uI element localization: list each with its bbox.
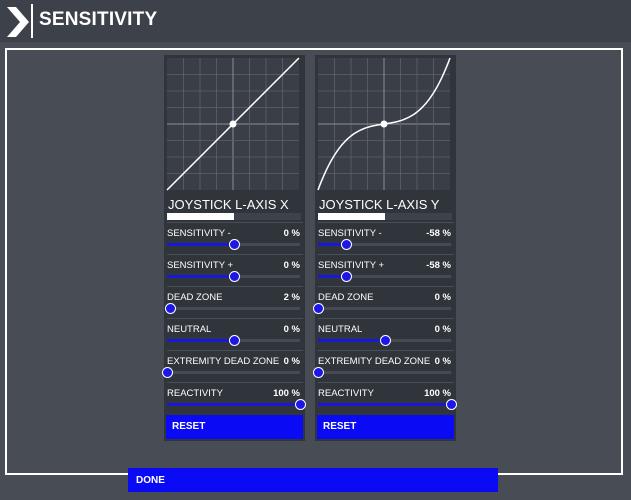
setting-slider[interactable] (313, 367, 451, 378)
setting-label: REACTIVITY (167, 388, 223, 399)
setting-value: -58 % (426, 260, 451, 271)
slider-fill (167, 243, 234, 246)
setting-label: NEUTRAL (167, 324, 212, 335)
slider-handle[interactable] (340, 271, 352, 282)
slider-handle[interactable] (313, 367, 324, 378)
setting-value: 0 % (434, 324, 451, 335)
axis-input-meter (167, 213, 301, 220)
panel-title: JOYSTICK L-AXIS X (168, 197, 289, 212)
setting-row-neutral: NEUTRAL 0 % (318, 318, 454, 351)
setting-label: REACTIVITY (318, 388, 374, 399)
setting-row-extremity-dead-zone: EXTREMITY DEAD ZONE 0 % (313, 350, 454, 383)
setting-label: NEUTRAL (318, 324, 363, 335)
slider-handle[interactable] (446, 399, 457, 410)
axis-input-meter-fill (318, 213, 385, 220)
slider-handle[interactable] (340, 239, 352, 250)
setting-row-dead-zone: DEAD ZONE 2 % (164, 286, 303, 319)
slider-fill (167, 339, 234, 342)
done-button[interactable]: DONE (128, 468, 498, 492)
setting-value: 0 % (434, 292, 451, 303)
setting-row-sensitivity: SENSITIVITY + 0 % (167, 254, 303, 287)
panel-title: JOYSTICK L-AXIS Y (319, 197, 440, 212)
axis-input-meter (318, 213, 452, 220)
setting-row-reactivity: REACTIVITY 100 % (318, 382, 457, 415)
slider-handle[interactable] (313, 303, 324, 314)
sensitivity-curve-graph (317, 57, 451, 191)
reset-button[interactable]: RESET (166, 415, 303, 439)
setting-row-sensitivity: SENSITIVITY + -58 % (318, 254, 454, 287)
setting-slider[interactable] (167, 271, 300, 282)
setting-label: DEAD ZONE (167, 292, 223, 303)
slider-handle[interactable] (162, 367, 173, 378)
setting-slider[interactable] (313, 303, 451, 314)
slider-fill (318, 403, 451, 406)
setting-row-dead-zone: DEAD ZONE 0 % (313, 286, 454, 319)
setting-row-extremity-dead-zone: EXTREMITY DEAD ZONE 0 % (162, 350, 303, 383)
axis-panel-x: JOYSTICK L-AXIS X SENSITIVITY -0 % SENSIT… (162, 55, 306, 441)
curve-center-point (380, 120, 388, 128)
axis-panel-y: JOYSTICK L-AXIS Y SENSITIVITY - -58 % SENS… (313, 55, 457, 441)
setting-value: 2 % (283, 292, 300, 303)
setting-label: SENSITIVITY - (167, 228, 231, 239)
slider-handle[interactable] (379, 335, 391, 346)
setting-value: 0 % (283, 260, 300, 271)
setting-row-reactivity: REACTIVITY 100 % (167, 382, 306, 415)
setting-row-sensitivity: SENSITIVITY - -58 % (318, 222, 454, 255)
slider-handle[interactable] (164, 303, 176, 314)
slider-fill (167, 275, 234, 278)
setting-slider[interactable] (318, 239, 451, 250)
slider-handle[interactable] (295, 399, 306, 410)
setting-row-neutral: NEUTRAL 0 % (167, 318, 303, 351)
setting-slider[interactable] (318, 335, 451, 346)
title-divider (31, 4, 33, 38)
setting-slider[interactable] (318, 399, 457, 410)
setting-slider[interactable] (167, 239, 300, 250)
setting-label: EXTREMITY DEAD ZONE (318, 356, 431, 367)
setting-slider[interactable] (167, 399, 306, 410)
top-bar: SENSITIVITY (0, 0, 631, 42)
slider-handle[interactable] (228, 271, 240, 282)
setting-value: -58 % (426, 228, 451, 239)
setting-label: EXTREMITY DEAD ZONE (167, 356, 280, 367)
sensitivity-curve-graph (166, 57, 300, 191)
reset-button[interactable]: RESET (317, 415, 454, 439)
setting-value: 100 % (424, 388, 451, 399)
axis-input-meter-fill (167, 213, 234, 220)
back-chevron-icon[interactable] (7, 7, 29, 37)
setting-row-sensitivity: SENSITIVITY - 0 % (167, 222, 303, 255)
slider-handle[interactable] (228, 335, 240, 346)
slider-fill (318, 243, 346, 246)
setting-slider[interactable] (167, 335, 300, 346)
setting-label: SENSITIVITY + (318, 260, 385, 271)
setting-label: SENSITIVITY + (167, 260, 234, 271)
slider-handle[interactable] (228, 239, 240, 250)
slider-fill (318, 339, 385, 342)
setting-value: 0 % (283, 228, 300, 239)
setting-value: 0 % (283, 324, 300, 335)
setting-slider[interactable] (162, 367, 300, 378)
page-title: SENSITIVITY (39, 9, 158, 30)
setting-value: 0 % (434, 356, 451, 367)
slider-fill (318, 275, 346, 278)
curve-center-point (229, 120, 237, 128)
setting-slider[interactable] (318, 271, 451, 282)
setting-label: SENSITIVITY - (318, 228, 382, 239)
setting-slider[interactable] (164, 303, 300, 314)
setting-value: 100 % (273, 388, 300, 399)
setting-label: DEAD ZONE (318, 292, 374, 303)
setting-value: 0 % (283, 356, 300, 367)
slider-fill (167, 403, 300, 406)
content-frame (5, 48, 623, 475)
